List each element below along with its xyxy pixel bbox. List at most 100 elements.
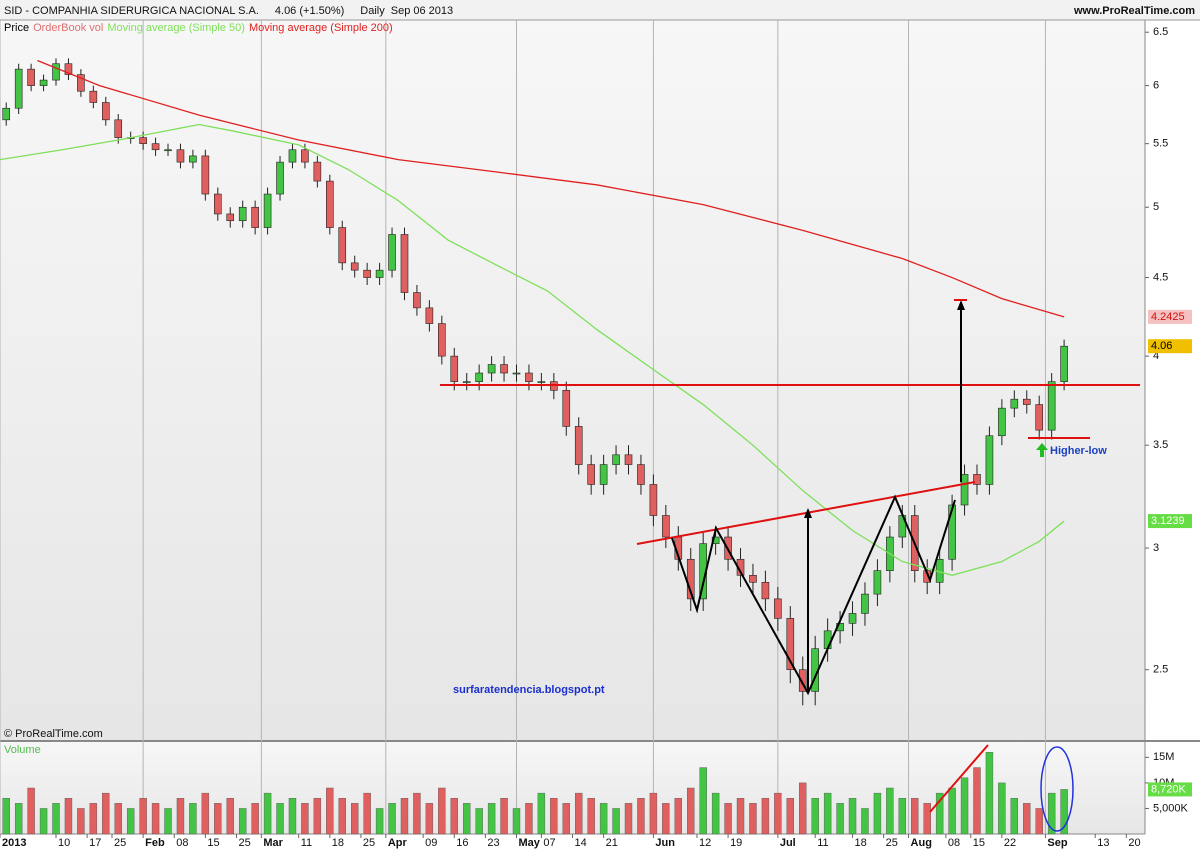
x-tick-label: 2013 [2,837,26,849]
volume-bar [973,767,981,835]
candle-body [1022,398,1031,405]
last-value-label: 4.2425 [1151,311,1185,323]
candle-body [313,161,322,182]
candle-body [873,570,882,595]
x-tick-label: 12 [699,837,711,849]
candle-body [438,323,446,357]
x-tick-label: 18 [332,837,344,849]
candle-body [462,381,471,383]
candle-body [624,454,633,465]
source: www.ProRealTime.com [1073,5,1195,17]
x-tick-label: 17 [89,837,101,849]
y-tick-label: 3 [1153,542,1159,554]
candle-body [77,74,85,92]
x-tick-label: Feb [145,837,165,849]
candle-body [861,593,869,614]
volume-bar [27,787,35,835]
x-tick-label: 10 [58,837,70,849]
x-tick-label: 07 [543,837,555,849]
y-tick-label: 4 [1153,350,1159,362]
candle-body [798,669,807,692]
x-tick-label: 11 [817,837,828,849]
y-tick-label: 4.5 [1153,271,1168,283]
candle-body [139,137,147,144]
volume-bar [425,803,434,835]
candle-body [500,364,508,374]
volume-bar [948,787,956,835]
candle-body [375,269,384,278]
y-tick-label: 6 [1153,80,1159,92]
title: SID - COMPANHIA SIDERURGICA NACIONAL S.A… [4,5,259,17]
y-tick-label: 6.5 [1153,26,1168,38]
x-tick-label: 25 [363,837,375,849]
volume-bar [375,808,384,835]
volume-bar [736,798,745,835]
candle-body [226,213,235,222]
volume-bar [326,787,334,835]
candle-body [599,464,608,485]
volume-bar [338,798,346,835]
volume-bar [649,792,658,835]
volume-bar [1047,792,1056,835]
x-tick-label: Mar [263,837,283,849]
volume-bar [1023,803,1031,835]
volume-bar [985,752,994,835]
copyright: © ProRealTime.com [4,728,103,740]
candle-body [1047,381,1056,431]
candle-body [164,149,172,152]
volume-bar [238,808,247,835]
volume-bar [164,808,172,835]
legend-item: Price [4,22,29,34]
x-tick-label: Aug [911,837,932,849]
volume-bar [662,803,670,835]
candle-body [587,464,595,485]
candle-body [238,206,247,222]
candle-body [1060,345,1068,382]
candle-body [774,598,782,619]
candle-body [276,161,284,195]
candle-body [363,269,371,278]
moving-average [37,59,1065,318]
candle-body [649,484,658,516]
x-tick-label: 20 [1128,837,1140,849]
volume-bar [786,798,794,835]
x-tick-label: 21 [606,837,618,849]
volume-bar [176,798,185,835]
volume-bar [89,803,98,835]
volume-bar [637,798,645,835]
volume-bar [475,808,483,835]
candle-body [637,464,645,485]
arrow-head [804,508,812,518]
candle-body [176,149,185,163]
last-value-box [1148,514,1192,529]
candle-body [288,149,297,163]
last-value-box [1148,339,1192,354]
volume-bar [861,808,869,835]
volume-bar [512,808,521,835]
volume-bar [749,803,757,835]
y-tick-label: 5 [1153,201,1159,213]
candle-body [1010,398,1019,409]
x-tick-label: Sep [1047,837,1067,849]
volume-bar [14,803,23,835]
x-tick-label: Jul [780,837,796,849]
last-value-label: 8,720K [1151,783,1187,795]
legend-item: Moving average (Simple 200) [249,22,393,34]
last-value-box [1148,309,1192,324]
candle-body [562,390,571,427]
volume-bar [1060,789,1068,835]
x-tick-label: 15 [207,837,219,849]
candle-body [960,474,969,506]
candle-body [400,234,409,293]
volume-bar [886,787,894,835]
candle-body [27,68,35,86]
candle-body [89,90,98,103]
volume-bar [960,777,969,835]
y-tick-label: 5,000K [1153,802,1189,814]
candle-body [2,107,11,121]
x-tick-label: 09 [425,837,437,849]
candle-body [612,454,620,465]
candle-body [487,364,496,374]
candle-body [263,193,272,228]
